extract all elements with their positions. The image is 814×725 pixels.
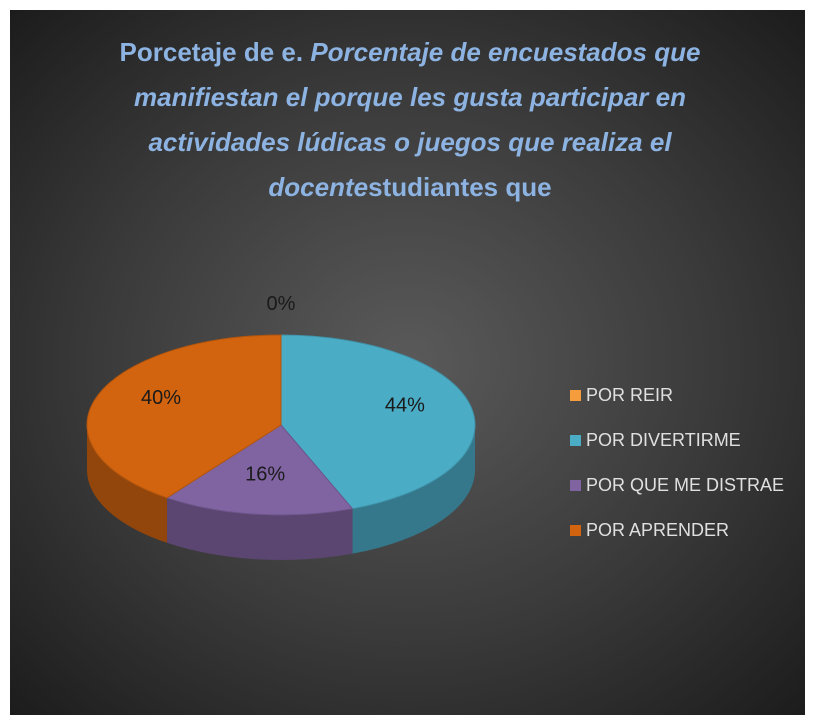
title-part: Porcentaje de encuestados que manifiesta…	[134, 37, 701, 202]
legend-label: POR QUE ME DISTRAE	[586, 475, 784, 495]
legend-label: POR APRENDER	[586, 520, 729, 540]
data-label: 40%	[141, 387, 181, 409]
legend-swatch	[570, 435, 581, 446]
title-part: Porcetaje de e.	[119, 37, 304, 67]
data-label: 0%	[267, 293, 296, 315]
data-label: 16%	[245, 463, 285, 485]
pie-slice	[86, 334, 282, 499]
pie-side	[166, 497, 353, 560]
legend-swatch	[570, 390, 581, 401]
pie-slice	[165, 424, 354, 516]
pie-side	[352, 425, 475, 554]
legend-swatch	[570, 525, 581, 536]
title-part: studiantes que	[368, 172, 552, 202]
pie-side	[87, 425, 167, 543]
legend-swatch	[570, 480, 581, 491]
legend-label: POR REIR	[586, 385, 673, 405]
data-label: 44%	[385, 394, 425, 416]
pie-slice	[280, 334, 476, 510]
chart-title: Porcetaje de e. Porcentaje de encuestado…	[60, 30, 760, 210]
legend-label: POR DIVERTIRME	[586, 430, 741, 450]
